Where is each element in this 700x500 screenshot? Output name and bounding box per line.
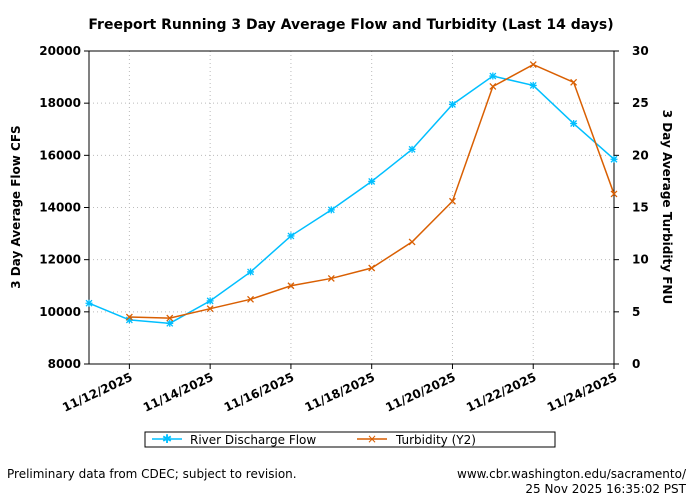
y-tick-label: 18000 — [39, 96, 81, 110]
series-line-0 — [88, 75, 615, 325]
data-point — [287, 282, 295, 290]
y-tick-label: 10000 — [39, 305, 81, 319]
footer-disclaimer: Preliminary data from CDEC; subject to r… — [7, 467, 297, 481]
footer-timestamp: 25 Nov 2025 16:35:02 PST — [525, 482, 686, 496]
x-tick-label: 11/16/2025 — [222, 370, 296, 415]
data-point — [166, 319, 174, 327]
data-point — [408, 145, 416, 153]
data-point — [206, 297, 214, 305]
data-point — [368, 177, 376, 185]
y-axis-label: 3 Day Average Flow CFS — [9, 125, 23, 288]
y2-tick-label: 10 — [632, 253, 649, 267]
data-point — [247, 295, 254, 303]
plot-frame — [88, 50, 615, 365]
legend: ✱ River Discharge Flow × Turbidity (Y2) — [144, 431, 556, 448]
data-point — [327, 274, 335, 282]
data-point — [125, 316, 133, 324]
y-tick-label: 8000 — [48, 357, 81, 371]
data-point — [368, 264, 376, 272]
y-tick-label: 16000 — [39, 148, 81, 162]
data-point — [489, 72, 497, 80]
x-tick-label: 11/24/2025 — [545, 370, 619, 415]
chart-title: Freeport Running 3 Day Average Flow and … — [88, 17, 613, 33]
y-tick-label: 14000 — [39, 201, 81, 215]
data-point — [570, 78, 578, 86]
data-point — [166, 314, 174, 322]
x-tick-label: 11/22/2025 — [464, 370, 538, 415]
data-point — [610, 155, 618, 163]
y2-tick-label: 0 — [632, 357, 640, 371]
legend-flow-label: River Discharge Flow — [190, 433, 316, 447]
footer-url[interactable]: www.cbr.washington.edu/sacramento/ — [457, 467, 686, 481]
y2-tick-label: 30 — [632, 44, 649, 58]
y2-tick-label: 15 — [632, 201, 649, 215]
data-point — [570, 120, 578, 128]
data-point — [247, 268, 255, 276]
legend-turbidity-label: Turbidity (Y2) — [395, 433, 476, 447]
data-point — [529, 81, 537, 89]
data-point — [206, 305, 214, 313]
x-tick-label: 11/14/2025 — [141, 370, 215, 415]
y2-tick-label: 5 — [632, 305, 640, 319]
x-tick-label: 11/18/2025 — [303, 370, 377, 415]
data-point — [529, 61, 537, 69]
x-tick-label: 11/12/2025 — [60, 370, 134, 415]
data-point — [85, 299, 93, 307]
legend-box — [144, 431, 556, 448]
y2-axis-label: 3 Day Average Turbidity FNU — [660, 110, 674, 304]
y2-tick-label: 25 — [632, 96, 649, 110]
legend-flow-marker-icon: ✱ — [162, 432, 172, 446]
legend-turbidity-marker-icon: × — [367, 432, 377, 446]
data-point — [449, 197, 456, 205]
data-point — [489, 83, 497, 90]
data-point — [125, 313, 133, 321]
data-point — [448, 100, 456, 108]
data-point — [287, 232, 295, 240]
data-point — [408, 238, 416, 246]
x-tick-label: 11/20/2025 — [383, 370, 457, 415]
data-point — [327, 206, 335, 214]
y-tick-label: 20000 — [39, 44, 81, 58]
data-point — [610, 190, 618, 198]
y-tick-label: 12000 — [39, 253, 81, 267]
y2-tick-label: 20 — [632, 148, 649, 162]
